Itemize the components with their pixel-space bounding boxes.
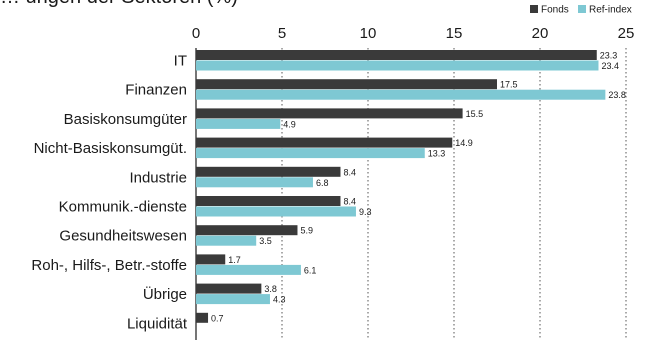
bar-ref-index-7 (196, 264, 301, 275)
bar-fonds-8 (196, 283, 262, 294)
legend-swatch-ref-index (578, 5, 586, 13)
category-label: IT (174, 53, 187, 70)
value-label-fonds: 14.9 (455, 138, 473, 148)
bar-fonds-2 (196, 108, 463, 119)
x-tick-label-0: 0 (192, 25, 200, 42)
x-tick-label-25: 25 (618, 25, 635, 42)
value-label-ref-index: 23.8 (608, 90, 626, 100)
bar-ref-index-0 (196, 60, 599, 71)
bar-ref-index-3 (196, 148, 425, 159)
x-tick-label-20: 20 (532, 25, 549, 42)
value-label-ref-index: 13.3 (428, 149, 446, 159)
category-label: Industrie (129, 169, 187, 186)
bar-ref-index-5 (196, 206, 356, 217)
bar-fonds-9 (196, 312, 209, 323)
category-label: Liquidität (127, 315, 188, 332)
legend-label-ref-index: Ref-index (589, 5, 632, 16)
value-label-ref-index: 23.4 (601, 61, 619, 71)
bar-fonds-3 (196, 137, 453, 148)
category-label: Übrige (143, 285, 187, 303)
bar-ref-index-8 (196, 294, 270, 305)
category-label: Finanzen (125, 82, 187, 99)
bar-fonds-4 (196, 166, 341, 177)
value-label-fonds: 8.4 (343, 197, 356, 207)
category-label: Roh-, Hilfs-, Betr.-stoffe (31, 257, 187, 274)
value-label-fonds: 5.9 (300, 226, 313, 236)
value-label-fonds: 15.5 (466, 109, 484, 119)
bar-fonds-0 (196, 50, 597, 60)
value-label-fonds: 8.4 (343, 167, 356, 177)
value-label-ref-index: 6.1 (304, 265, 317, 275)
chart-title: … ungen der Sektoren (%) (0, 0, 238, 9)
x-tick-label-15: 15 (446, 25, 463, 42)
category-label: Kommunik.-dienste (59, 199, 187, 216)
bar-ref-index-6 (196, 235, 257, 246)
value-label-fonds: 17.5 (500, 80, 518, 90)
value-label-ref-index: 4.9 (283, 119, 296, 129)
value-label-fonds: 0.7 (211, 313, 224, 323)
category-label: Basiskonsumgüter (64, 111, 187, 128)
bar-fonds-6 (196, 225, 298, 236)
legend-swatch-fonds (530, 5, 538, 13)
x-tick-label-5: 5 (278, 25, 286, 42)
bar-ref-index-1 (196, 89, 606, 100)
legend-label-fonds: Fonds (541, 5, 569, 16)
bar-ref-index-2 (196, 118, 281, 129)
x-tick-label-10: 10 (360, 25, 377, 42)
value-label-ref-index: 4.3 (273, 295, 286, 305)
category-label: Gesundheitswesen (59, 228, 187, 245)
bar-fonds-5 (196, 196, 341, 206)
value-label-fonds: 23.3 (600, 51, 618, 61)
bar-fonds-7 (196, 254, 226, 265)
bar-ref-index-4 (196, 177, 313, 188)
value-label-ref-index: 9.3 (359, 207, 372, 217)
value-label-ref-index: 3.5 (259, 236, 272, 246)
category-label: Nicht-Basiskonsumgüt. (34, 140, 187, 157)
value-label-fonds: 1.7 (228, 255, 241, 265)
value-label-fonds: 3.8 (264, 284, 277, 294)
value-label-ref-index: 6.8 (316, 178, 329, 188)
bar-fonds-1 (196, 79, 497, 90)
